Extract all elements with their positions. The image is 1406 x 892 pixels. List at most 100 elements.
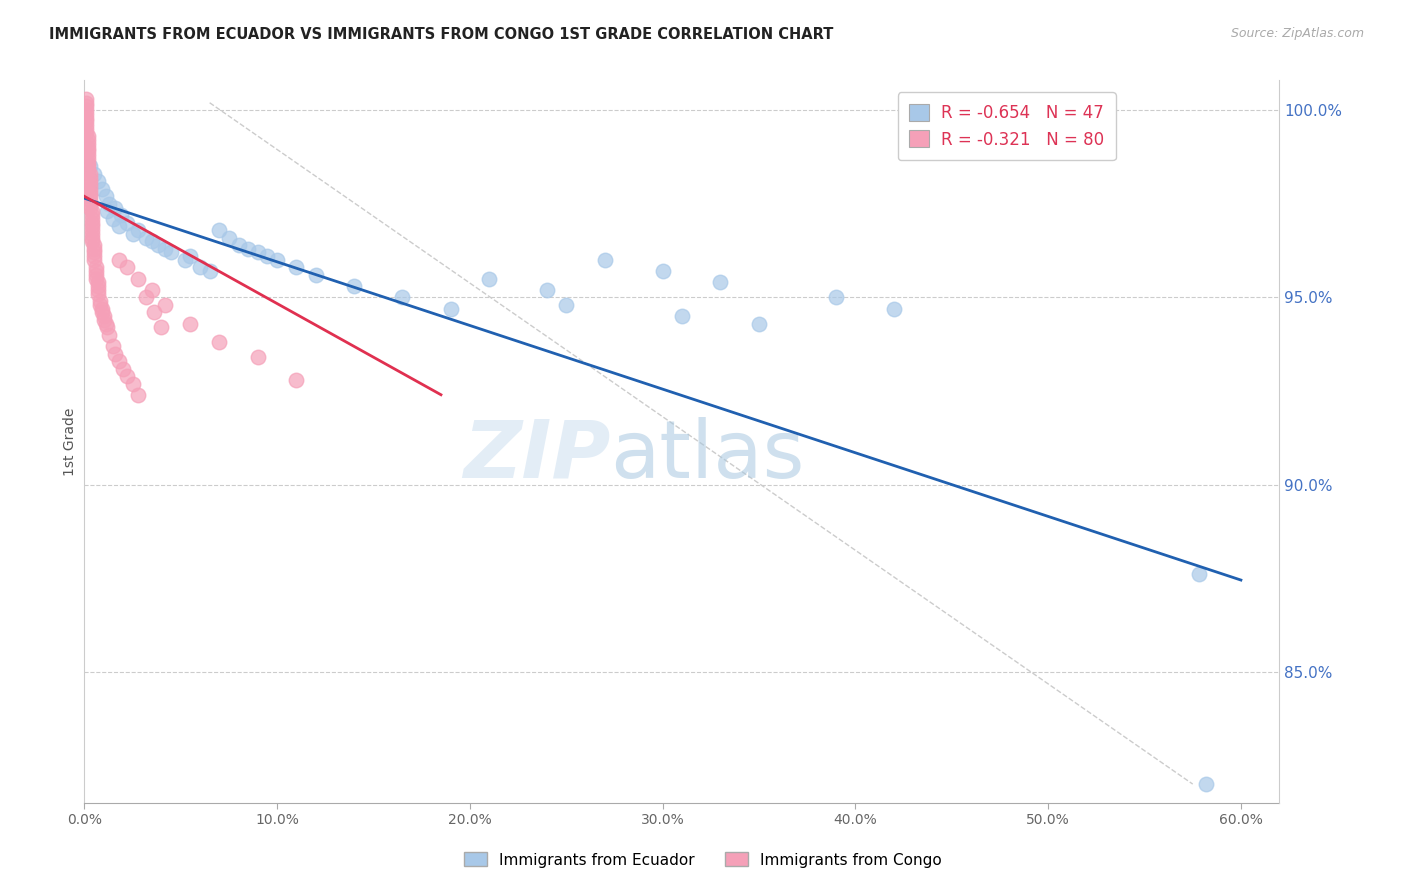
- Point: [111, 361, 134, 376]
- Point: [208, 223, 231, 237]
- Point: [79, 196, 101, 211]
- Point: [79, 193, 101, 207]
- Point: [77, 163, 100, 178]
- Point: [94, 317, 117, 331]
- Point: [84, 264, 107, 278]
- Point: [79, 182, 101, 196]
- Point: [75, 114, 97, 128]
- Point: [96, 204, 118, 219]
- Point: [121, 376, 143, 391]
- Point: [79, 201, 101, 215]
- Point: [96, 320, 118, 334]
- Point: [83, 238, 105, 252]
- Point: [93, 309, 115, 323]
- Point: [104, 201, 127, 215]
- Point: [98, 327, 121, 342]
- Point: [127, 223, 149, 237]
- Point: [77, 129, 100, 144]
- Point: [84, 260, 107, 275]
- Point: [285, 260, 308, 275]
- Text: ZIP: ZIP: [463, 417, 610, 495]
- Point: [115, 215, 138, 229]
- Point: [77, 160, 100, 174]
- Point: [1195, 777, 1218, 791]
- Point: [90, 182, 112, 196]
- Text: atlas: atlas: [610, 417, 804, 495]
- Point: [146, 238, 169, 252]
- Point: [155, 298, 177, 312]
- Point: [651, 264, 673, 278]
- Point: [208, 335, 231, 350]
- Point: [285, 373, 308, 387]
- Point: [671, 309, 693, 323]
- Point: [89, 298, 111, 312]
- Point: [90, 305, 112, 319]
- Point: [883, 301, 905, 316]
- Y-axis label: 1st Grade: 1st Grade: [63, 408, 77, 475]
- Point: [135, 230, 157, 244]
- Point: [90, 301, 112, 316]
- Point: [108, 219, 131, 234]
- Point: [104, 346, 127, 360]
- Point: [127, 388, 149, 402]
- Point: [79, 174, 101, 188]
- Point: [75, 107, 97, 121]
- Point: [87, 174, 110, 188]
- Point: [305, 268, 328, 282]
- Point: [75, 99, 97, 113]
- Legend: Immigrants from Ecuador, Immigrants from Congo: Immigrants from Ecuador, Immigrants from…: [458, 847, 948, 873]
- Point: [748, 317, 770, 331]
- Text: Source: ZipAtlas.com: Source: ZipAtlas.com: [1230, 27, 1364, 40]
- Point: [77, 145, 100, 159]
- Point: [75, 122, 97, 136]
- Point: [87, 276, 110, 290]
- Point: [179, 317, 201, 331]
- Point: [160, 245, 183, 260]
- Point: [79, 167, 101, 181]
- Point: [87, 279, 110, 293]
- Point: [75, 126, 97, 140]
- Point: [79, 160, 101, 174]
- Point: [83, 249, 105, 263]
- Point: [80, 227, 103, 241]
- Point: [141, 283, 163, 297]
- Point: [593, 252, 616, 267]
- Point: [80, 208, 103, 222]
- Point: [80, 204, 103, 219]
- Point: [83, 242, 105, 256]
- Point: [77, 141, 100, 155]
- Point: [135, 290, 157, 304]
- Point: [709, 276, 731, 290]
- Point: [238, 242, 260, 256]
- Point: [93, 313, 115, 327]
- Point: [94, 189, 117, 203]
- Point: [98, 196, 121, 211]
- Point: [115, 369, 138, 384]
- Point: [198, 264, 221, 278]
- Point: [87, 286, 110, 301]
- Point: [83, 245, 105, 260]
- Point: [121, 227, 143, 241]
- Point: [83, 252, 105, 267]
- Point: [77, 155, 100, 169]
- Point: [77, 152, 100, 166]
- Point: [110, 208, 132, 222]
- Point: [89, 294, 111, 309]
- Point: [108, 354, 131, 368]
- Point: [75, 103, 97, 118]
- Point: [439, 301, 461, 316]
- Point: [256, 249, 278, 263]
- Legend: R = -0.654   N = 47, R = -0.321   N = 80: R = -0.654 N = 47, R = -0.321 N = 80: [897, 92, 1116, 161]
- Point: [75, 118, 97, 132]
- Point: [80, 219, 103, 234]
- Point: [103, 211, 125, 226]
- Point: [391, 290, 413, 304]
- Point: [79, 186, 101, 200]
- Point: [173, 252, 195, 267]
- Point: [478, 271, 501, 285]
- Point: [115, 260, 138, 275]
- Point: [246, 245, 269, 260]
- Point: [83, 167, 105, 181]
- Point: [1187, 567, 1209, 582]
- Point: [79, 178, 101, 193]
